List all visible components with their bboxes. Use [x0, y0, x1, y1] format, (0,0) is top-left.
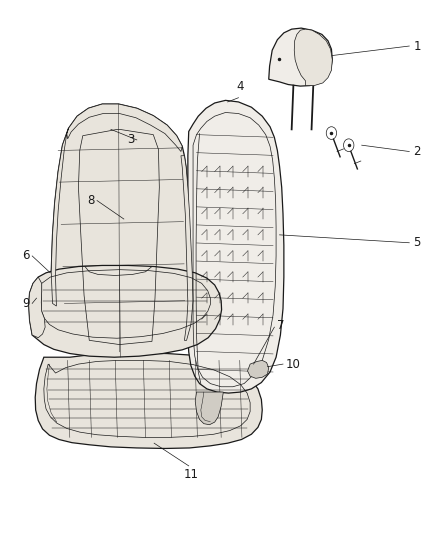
Text: 5: 5: [413, 236, 421, 249]
Text: 9: 9: [22, 297, 30, 310]
Text: 1: 1: [413, 39, 421, 53]
Text: 7: 7: [277, 319, 285, 332]
Polygon shape: [294, 29, 332, 86]
Text: 11: 11: [184, 468, 198, 481]
Text: 10: 10: [286, 358, 301, 370]
Polygon shape: [29, 277, 45, 338]
Text: 4: 4: [236, 80, 244, 93]
Text: 8: 8: [87, 194, 95, 207]
Polygon shape: [67, 104, 182, 151]
Text: 3: 3: [127, 133, 134, 147]
Text: 6: 6: [22, 249, 30, 262]
Polygon shape: [51, 104, 193, 352]
Polygon shape: [188, 100, 284, 393]
Polygon shape: [51, 128, 68, 306]
Polygon shape: [29, 265, 222, 357]
Polygon shape: [269, 28, 332, 86]
Polygon shape: [195, 392, 223, 425]
Polygon shape: [35, 353, 262, 448]
Polygon shape: [181, 156, 193, 341]
Text: 2: 2: [413, 145, 421, 158]
Polygon shape: [247, 360, 269, 378]
